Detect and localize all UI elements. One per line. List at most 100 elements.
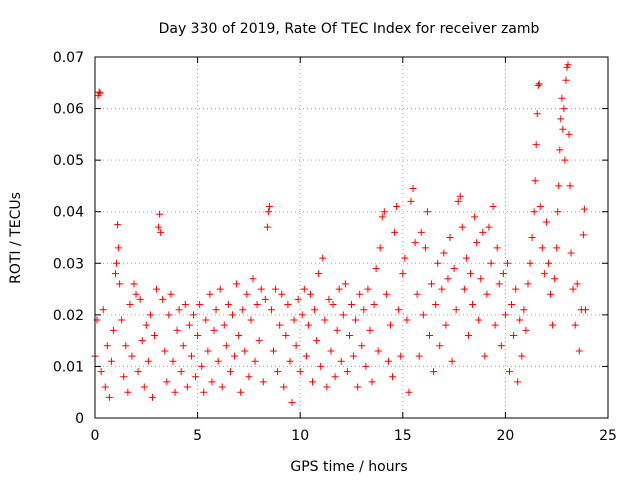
data-point	[315, 270, 323, 278]
x-tick-label: 15	[394, 428, 412, 444]
data-point	[491, 321, 499, 329]
data-point	[296, 368, 304, 376]
y-tick-label: 0.04	[53, 205, 84, 221]
data-point	[113, 259, 121, 267]
data-point	[528, 234, 536, 241]
y-tick-label: 0.07	[53, 50, 84, 66]
data-point	[241, 347, 249, 355]
data-point	[389, 373, 397, 381]
data-point	[179, 342, 187, 350]
data-point	[235, 331, 243, 339]
data-point	[506, 368, 514, 376]
data-point	[243, 290, 251, 298]
data-point	[286, 357, 294, 365]
data-point	[99, 306, 107, 314]
data-point	[434, 259, 442, 267]
data-point	[366, 326, 374, 334]
data-point	[444, 275, 452, 283]
data-point	[467, 270, 475, 278]
data-point	[405, 388, 413, 396]
data-point	[407, 197, 415, 205]
data-point	[185, 321, 193, 329]
data-point	[341, 280, 349, 288]
data-point	[343, 368, 351, 376]
data-point	[425, 331, 433, 339]
data-point	[228, 311, 236, 319]
grid-lines	[95, 57, 608, 418]
data-point	[192, 373, 200, 381]
data-point	[247, 316, 255, 324]
data-point	[177, 368, 185, 376]
data-point	[368, 378, 376, 386]
data-point	[485, 223, 493, 231]
data-point	[493, 244, 501, 252]
data-point	[481, 352, 489, 360]
data-point	[157, 228, 165, 236]
data-point	[249, 275, 257, 283]
data-point	[226, 368, 234, 376]
data-point	[216, 285, 224, 293]
data-point	[503, 259, 511, 267]
data-point	[562, 76, 570, 84]
data-point	[580, 205, 588, 213]
x-tick-label: 10	[291, 428, 309, 444]
data-point	[212, 306, 220, 314]
data-point	[423, 208, 431, 216]
data-point	[564, 61, 572, 69]
data-point	[575, 347, 583, 355]
data-point	[206, 290, 214, 298]
data-point	[95, 88, 103, 96]
y-tick-labels: 0 0.01 0.02 0.03 0.04 0.05 0.06 0.07	[53, 50, 84, 427]
data-point	[171, 388, 179, 396]
data-point	[393, 203, 401, 211]
data-point	[278, 290, 286, 298]
data-point	[354, 383, 362, 391]
data-point	[204, 347, 212, 355]
data-point	[551, 275, 559, 283]
data-point	[526, 259, 534, 267]
data-point	[556, 146, 564, 154]
data-point	[337, 357, 345, 365]
data-point	[251, 357, 259, 365]
data-point	[555, 182, 563, 190]
data-point	[198, 362, 206, 370]
data-point	[134, 368, 142, 376]
data-point	[284, 301, 292, 309]
data-point	[473, 239, 481, 247]
data-point	[559, 125, 567, 133]
data-point	[413, 290, 421, 298]
data-point	[581, 306, 589, 314]
data-point	[144, 357, 152, 365]
data-point	[163, 378, 171, 386]
data-point	[183, 383, 191, 391]
data-point	[313, 337, 321, 345]
plot-frame	[94, 56, 609, 419]
data-point	[173, 326, 181, 334]
data-point	[294, 295, 302, 303]
data-point	[362, 362, 370, 370]
data-point	[518, 352, 526, 360]
data-point	[569, 285, 577, 293]
data-point	[118, 316, 126, 324]
data-point	[187, 352, 195, 360]
data-point	[544, 259, 552, 267]
data-point	[440, 249, 448, 257]
data-point	[464, 331, 472, 339]
data-point	[508, 301, 516, 309]
data-point	[165, 311, 173, 319]
data-point	[151, 331, 159, 339]
data-point	[417, 228, 425, 236]
data-point	[554, 208, 562, 216]
data-point	[419, 311, 427, 319]
data-point	[288, 399, 296, 407]
x-tick-label: 0	[91, 428, 100, 444]
y-tick-label: 0	[75, 411, 84, 427]
data-point	[122, 342, 130, 350]
data-point	[370, 301, 378, 309]
data-point	[348, 301, 355, 309]
data-point	[103, 342, 111, 350]
data-point	[397, 352, 405, 360]
data-point	[116, 280, 124, 288]
data-point	[126, 301, 134, 309]
data-point	[372, 264, 380, 272]
